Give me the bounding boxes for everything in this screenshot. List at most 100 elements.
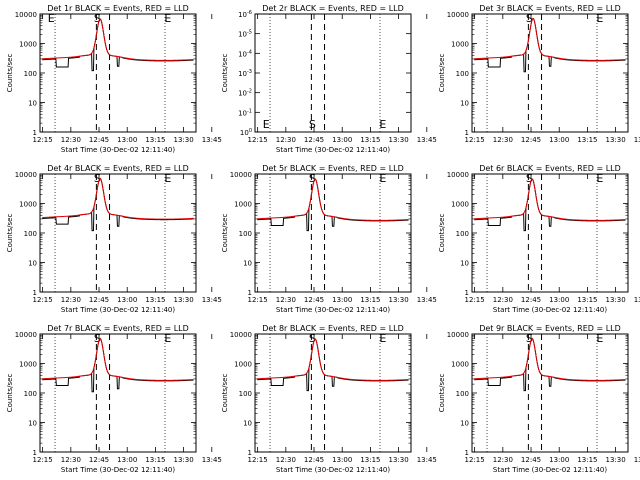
x-axis-label: Start Time (30-Dec-02 12:11:40) [61,146,175,154]
y-tick-label: 100 [456,230,469,238]
events-series-line [474,17,626,73]
y-tick-label: 1000 [19,201,37,209]
x-tick-label: 13:30 [174,136,194,144]
lld-series-line [42,18,194,61]
panel-det-8r: Det 8r BLACK = Events, RED = LLD 1 10 100 10… [221,324,437,474]
y-tick-label: 1 [33,449,37,457]
marker-e: E [48,12,55,25]
x-tick-label: 13:45 [417,136,437,144]
panel-det-3r: Det 3r BLACK = Events, RED = LLD 1 10 100 10… [438,4,640,144]
lld-series-line [474,178,626,221]
panel-title: Det 6r BLACK = Events, RED = LLD [479,164,621,173]
x-tick-label: 13:00 [549,456,569,464]
x-tick-label: 12:30 [61,456,81,464]
panel-det-9r: Det 9r BLACK = Events, RED = LLD 1 10 100 10… [438,324,640,474]
x-tick-label: 12:30 [61,136,81,144]
marker-s: S [94,332,101,345]
panel-det-7r: Det 7r BLACK = Events, RED = LLD 1 10 100 10… [6,324,222,474]
y-tick-label: 1 [248,449,252,457]
plot-frame [471,333,629,453]
x-tick-label: 13:45 [202,136,222,144]
events-series-line [474,178,626,232]
panel-det-6r: Det 6r BLACK = Events, RED = LLD 1 10 100 10… [438,164,640,314]
x-axis-label: Start Time (30-Dec-02 12:11:40) [493,466,607,474]
y-tick-label: 1000 [451,201,469,209]
y-tick-label: 1000 [19,41,37,49]
x-tick-label: 12:15 [33,296,53,304]
marker-s: S [94,12,101,25]
y-tick-label: 1000 [234,201,252,209]
lld-series-line [42,337,194,381]
x-tick-label: 12:15 [248,296,268,304]
y-tick-label: 100 [239,230,252,238]
marker-e: E [164,12,171,25]
marker-e: E [379,172,386,185]
y-tick-label: 10 [460,100,469,108]
panel-title: Det 4r BLACK = Events, RED = LLD [47,164,189,173]
x-tick-label: 13:15 [145,456,165,464]
y-tick-label: 10-5 [238,30,252,39]
y-tick-label: 1 [465,449,469,457]
y-tick-label: 10000 [447,171,469,179]
x-tick-label: 13:45 [417,456,437,464]
y-axis-label: Counts/sec [438,54,446,93]
y-tick-label: 1 [465,129,469,137]
y-tick-label: 10-4 [238,49,252,58]
lld-series-line [257,338,409,381]
y-tick-label: 100 [240,128,252,137]
y-axis-label: Counts/sec [6,54,14,93]
x-tick-label: 13:15 [577,456,597,464]
lld-series-line [257,178,409,221]
y-tick-label: 100 [24,390,37,398]
x-tick-label: 12:15 [33,456,53,464]
plot-frame [39,13,197,133]
x-tick-label: 13:30 [389,136,409,144]
x-tick-label: 12:30 [493,136,513,144]
panel-det-1r: Det 1r BLACK = Events, RED = LLD 1 10 100 10… [6,4,222,154]
panel-title: Det 1r BLACK = Events, RED = LLD [47,4,189,13]
panel-det-2r: Det 2r BLACK = Events, RED = LLD 100 10-1 1… [221,4,437,154]
x-tick-label: 13:00 [117,456,137,464]
marker-e: E [596,172,603,185]
y-tick-label: 10 [28,260,37,268]
x-tick-label: 12:15 [465,296,485,304]
marker-s: S [94,172,101,185]
x-tick-label: 12:30 [276,296,296,304]
y-tick-label: 10000 [15,11,37,19]
plot-frame [39,333,197,453]
y-tick-label: 10000 [15,171,37,179]
x-axis-label: Start Time (30-Dec-02 12:11:40) [276,146,390,154]
marker-s: S [526,332,533,345]
x-tick-label: 13:45 [634,136,640,144]
y-axis-label: Counts/sec [221,214,229,253]
y-tick-label: 10-3 [238,69,252,78]
y-tick-label: 1000 [451,361,469,369]
x-tick-label: 12:30 [276,456,296,464]
x-tick-label: 13:00 [549,136,569,144]
y-axis-label: Counts/sec [438,214,446,253]
y-axis-label: Counts/sec [221,374,229,413]
y-axis-label: Counts/sec [438,374,446,413]
x-tick-label: 12:45 [304,136,324,144]
marker-e: E [379,332,386,345]
y-tick-label: 10 [243,260,252,268]
x-tick-label: 12:15 [465,456,485,464]
panel-det-4r: Det 4r BLACK = Events, RED = LLD 1 10 100 10… [6,164,222,314]
y-tick-label: 10000 [447,331,469,339]
x-tick-label: 12:45 [521,296,541,304]
y-tick-label: 10000 [230,331,252,339]
x-tick-label: 12:45 [89,136,109,144]
x-tick-label: 13:45 [417,296,437,304]
y-tick-label: 1 [33,129,37,137]
x-tick-label: 13:30 [606,456,626,464]
x-tick-label: 12:45 [521,456,541,464]
panel-title: Det 5r BLACK = Events, RED = LLD [262,164,404,173]
events-series-line [474,337,626,392]
y-tick-label: 100 [24,70,37,78]
marker-e: E [164,332,171,345]
marker-s: S [526,172,533,185]
x-tick-label: 12:30 [61,296,81,304]
y-axis-label: Counts/sec [6,374,14,413]
panel-title: Det 2r BLACK = Events, RED = LLD [262,4,404,13]
